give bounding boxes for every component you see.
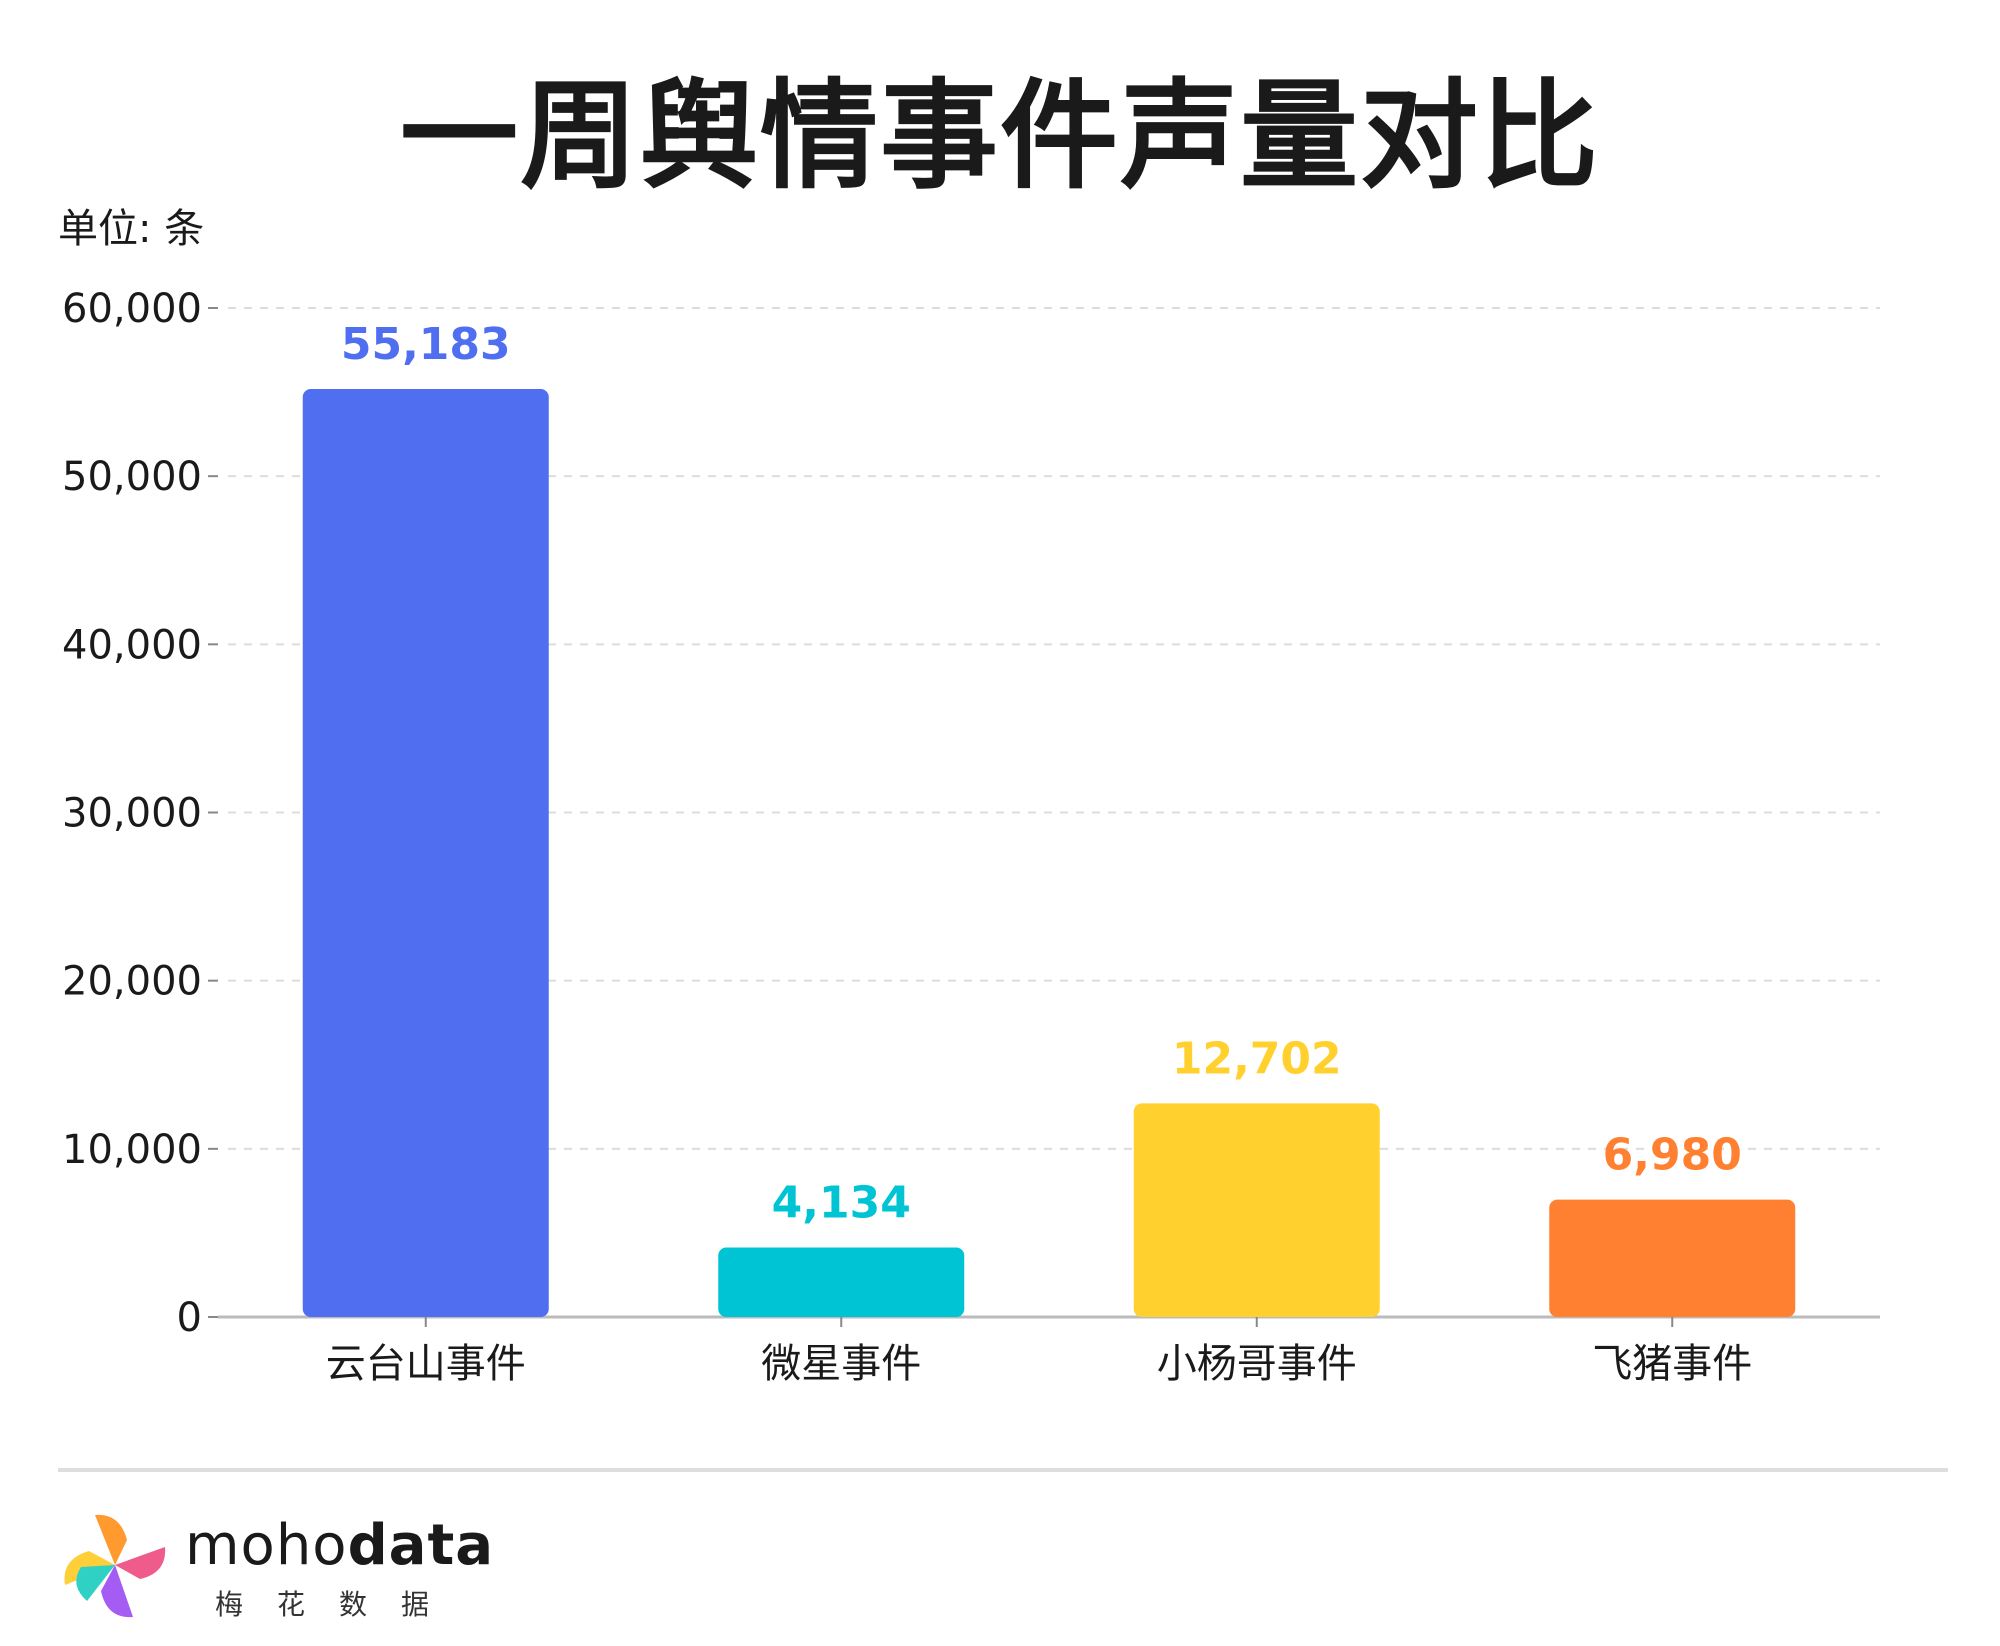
bar-value-label: 4,134 bbox=[772, 1177, 911, 1228]
bar bbox=[1549, 1199, 1796, 1317]
logo-subtitle: 梅花数据 bbox=[215, 1588, 464, 1621]
bar-value-label: 12,702 bbox=[1172, 1033, 1342, 1084]
x-tick-label: 微星事件 bbox=[761, 1341, 921, 1387]
y-tick-label: 50,000 bbox=[62, 454, 202, 500]
logo-word-light: moho bbox=[185, 1513, 348, 1578]
brand-logo: mohodata 梅花数据 bbox=[55, 1505, 493, 1625]
y-tick-label: 10,000 bbox=[62, 1127, 202, 1173]
pinwheel-logo-icon bbox=[64, 1514, 166, 1618]
bar-value-label: 6,980 bbox=[1603, 1130, 1742, 1181]
y-tick-label: 0 bbox=[177, 1295, 202, 1341]
bar bbox=[718, 1247, 965, 1317]
x-tick-label: 小杨哥事件 bbox=[1157, 1341, 1357, 1387]
unit-label: 单位: 条 bbox=[58, 206, 205, 252]
x-tick-label: 云台山事件 bbox=[326, 1341, 526, 1387]
bar bbox=[1133, 1103, 1380, 1317]
logo-word-bold: data bbox=[347, 1513, 495, 1578]
y-tick-label: 20,000 bbox=[62, 959, 202, 1005]
bar-chart: 0 10,000 20,000 30,000 40,000 50,000 60,000 55,… bbox=[62, 286, 1880, 1387]
bar bbox=[302, 389, 549, 1318]
y-tick-label: 60,000 bbox=[62, 286, 202, 332]
logo-wordmark: mohodata bbox=[185, 1513, 494, 1578]
y-tick-label: 40,000 bbox=[62, 622, 202, 668]
footer-divider bbox=[58, 1468, 1948, 1472]
x-tick-label: 飞猪事件 bbox=[1592, 1341, 1752, 1387]
y-tick-label: 30,000 bbox=[62, 791, 202, 837]
bar-value-label: 55,183 bbox=[341, 319, 511, 370]
chart-title: 一周舆情事件声量对比 bbox=[399, 67, 1600, 205]
